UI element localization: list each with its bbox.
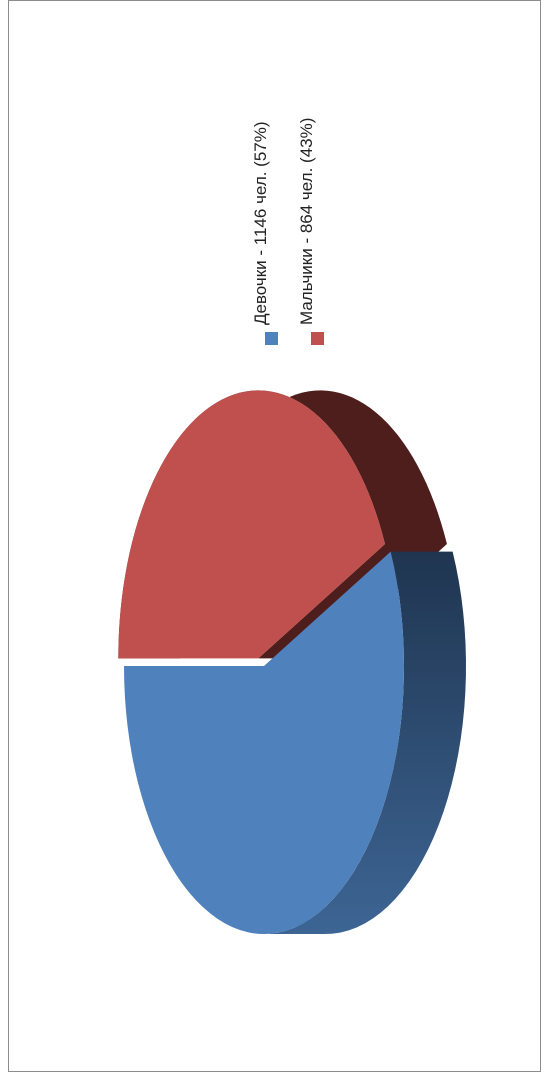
legend-label-girls: Девочки - 1146 чел. (57%): [251, 121, 270, 325]
pie-slice-girls: [124, 551, 404, 934]
chart-area: Девочки - 1146 чел. (57%) Мальчики - 864…: [8, 0, 541, 1072]
pie-chart: [118, 390, 466, 934]
legend-swatch-boys: [311, 332, 324, 345]
legend-item-girls: Девочки - 1146 чел. (57%): [251, 15, 289, 345]
pie-slice-boys: [118, 390, 385, 659]
legend-label-boys: Мальчики - 864 чел. (43%): [297, 117, 316, 325]
legend: Девочки - 1146 чел. (57%) Мальчики - 864…: [251, 15, 339, 345]
legend-item-boys: Мальчики - 864 чел. (43%): [297, 15, 335, 345]
pie-side-girls: [261, 551, 466, 934]
legend-swatch-girls: [265, 332, 278, 345]
